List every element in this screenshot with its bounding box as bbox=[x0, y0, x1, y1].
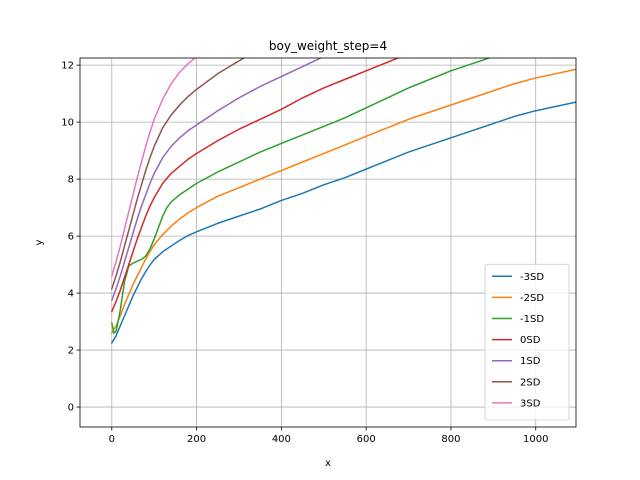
legend-label: 1SD bbox=[520, 356, 541, 367]
x-axis-label: x bbox=[325, 458, 331, 469]
y-tick-label: 12 bbox=[61, 61, 74, 72]
y-tick-label: 0 bbox=[68, 403, 74, 414]
series-line-1 bbox=[111, 68, 576, 334]
legend-label: 2SD bbox=[520, 377, 541, 388]
grid bbox=[80, 58, 576, 427]
x-tick-label: 0 bbox=[109, 434, 115, 445]
y-tick-label: 4 bbox=[68, 289, 74, 300]
x-tick-label: 200 bbox=[187, 434, 206, 445]
x-tick-label: 800 bbox=[441, 434, 460, 445]
series-line-2 bbox=[111, 58, 492, 334]
series-line-3 bbox=[111, 58, 400, 313]
x-tick-label: 600 bbox=[357, 434, 376, 445]
legend-label: -2SD bbox=[520, 293, 544, 304]
chart-title: boy_weight_step=4 bbox=[269, 39, 387, 53]
y-tick-label: 2 bbox=[68, 346, 74, 357]
plot-frame bbox=[79, 57, 577, 428]
legend-label: 0SD bbox=[520, 335, 541, 346]
legend-label: 3SD bbox=[520, 398, 541, 409]
y-tick-label: 10 bbox=[61, 118, 74, 129]
y-tick-label: 6 bbox=[68, 232, 74, 243]
axis-ticks: 0 200 400 600 800 1000 0 2 4 6 8 10 12 bbox=[61, 61, 548, 445]
x-tick-label: 1000 bbox=[523, 434, 548, 445]
series-line-5 bbox=[111, 58, 246, 290]
series-line-6 bbox=[111, 58, 197, 277]
series-lines bbox=[111, 58, 576, 344]
y-axis-label: y bbox=[34, 239, 45, 245]
x-tick-label: 400 bbox=[272, 434, 291, 445]
legend-label: -3SD bbox=[520, 272, 544, 283]
legend-label: -1SD bbox=[520, 314, 544, 325]
series-line-0 bbox=[111, 101, 576, 344]
y-tick-label: 8 bbox=[68, 175, 74, 186]
legend: -3SD -2SD -1SD 0SD 1SD 2SD 3SD bbox=[484, 263, 570, 421]
series-line-4 bbox=[111, 58, 323, 301]
